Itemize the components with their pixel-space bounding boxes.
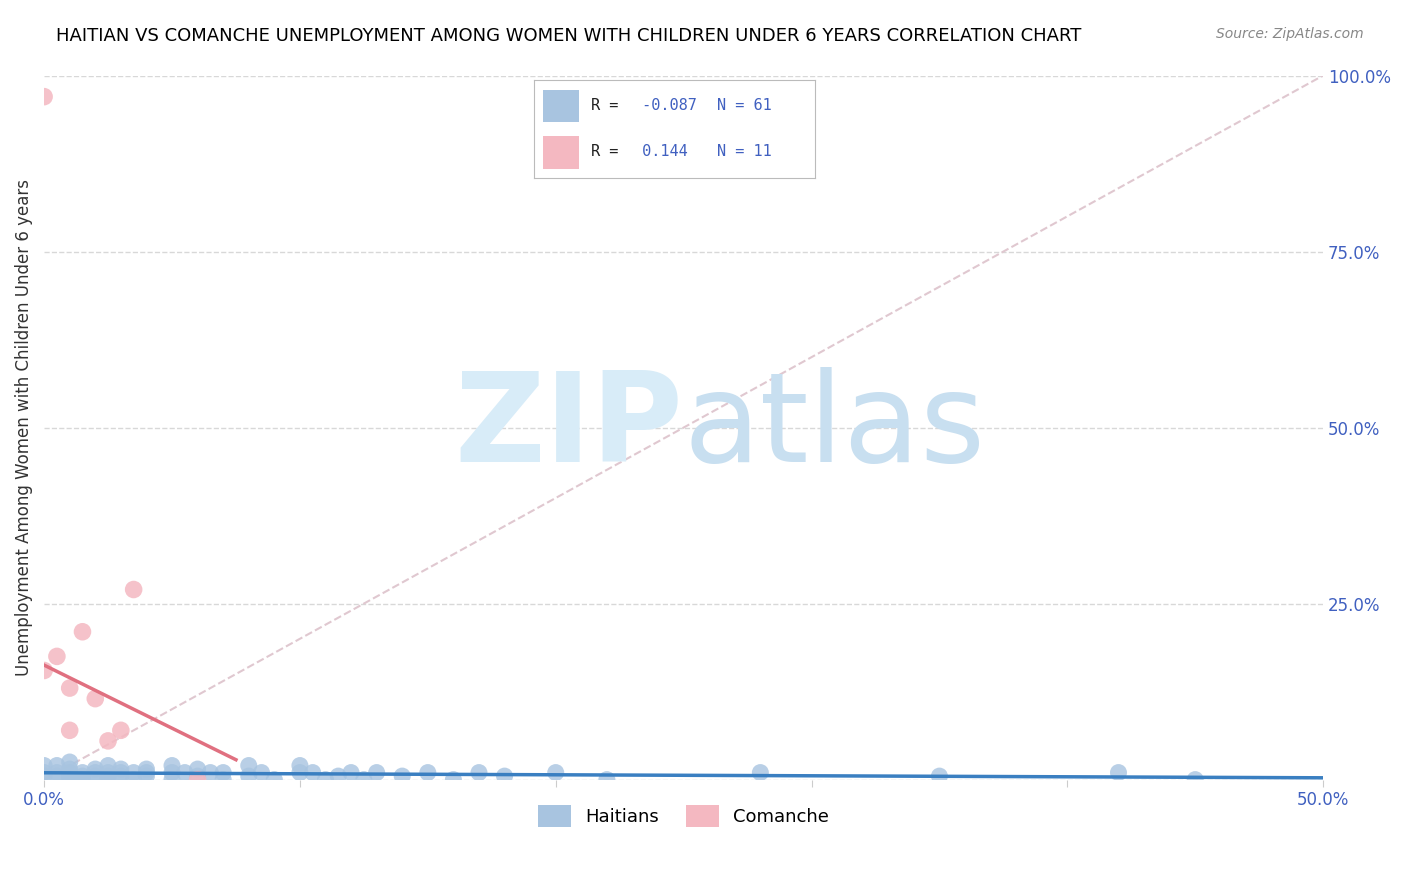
Point (187, 769, 209, 783)
Point (32, 765, 55, 780)
Point (59, 681, 82, 695)
Point (238, 758, 260, 772)
Point (928, 769, 950, 783)
Text: N = 11: N = 11 (717, 145, 772, 160)
Text: 0.144: 0.144 (633, 145, 688, 160)
Point (1184, 772, 1206, 787)
Point (391, 769, 413, 783)
Text: atlas: atlas (683, 368, 986, 488)
Y-axis label: Unemployment Among Women with Children Under 6 years: Unemployment Among Women with Children U… (15, 179, 32, 676)
Point (135, 765, 157, 780)
FancyBboxPatch shape (543, 136, 579, 169)
Point (288, 765, 311, 780)
Point (110, 765, 132, 780)
Text: ZIP: ZIP (456, 368, 683, 488)
Legend: Haitians, Comanche: Haitians, Comanche (531, 797, 837, 834)
Point (84, 765, 107, 780)
Point (59, 765, 82, 780)
Point (32, 769, 55, 783)
Text: R =: R = (591, 145, 636, 160)
FancyBboxPatch shape (543, 90, 579, 122)
Point (72, 769, 94, 783)
Point (32, 664, 55, 678)
Text: Source: ZipAtlas.com: Source: ZipAtlas.com (1216, 27, 1364, 41)
Point (59, 772, 82, 787)
Point (135, 762, 157, 776)
Point (97, 758, 120, 772)
Point (328, 769, 350, 783)
Point (315, 772, 337, 787)
Point (97, 765, 120, 780)
Point (45, 649, 67, 664)
Point (122, 582, 145, 597)
Point (97, 772, 120, 787)
Point (110, 762, 132, 776)
Point (135, 769, 157, 783)
Point (72, 772, 94, 787)
Point (212, 772, 235, 787)
Point (45, 769, 67, 783)
Point (250, 765, 273, 780)
Point (72, 765, 94, 780)
Point (301, 765, 323, 780)
Point (468, 765, 491, 780)
Point (45, 758, 67, 772)
Point (187, 772, 209, 787)
Point (160, 772, 183, 787)
Point (84, 691, 107, 706)
Point (238, 769, 260, 783)
Point (122, 772, 145, 787)
Point (84, 762, 107, 776)
Point (596, 772, 619, 787)
Point (749, 765, 772, 780)
Text: R =: R = (591, 98, 627, 113)
Point (187, 762, 209, 776)
Point (97, 769, 120, 783)
Text: -0.087: -0.087 (633, 98, 696, 113)
Point (160, 765, 183, 780)
Point (340, 765, 363, 780)
Point (1108, 765, 1130, 780)
Point (173, 765, 195, 780)
Point (72, 624, 94, 639)
Text: N = 61: N = 61 (717, 98, 772, 113)
Point (110, 723, 132, 738)
Point (59, 769, 82, 783)
Point (84, 769, 107, 783)
Point (110, 769, 132, 783)
Point (200, 765, 222, 780)
Point (97, 734, 120, 748)
Point (494, 769, 516, 783)
Point (544, 765, 567, 780)
Point (416, 765, 439, 780)
Point (288, 758, 311, 772)
Text: HAITIAN VS COMANCHE UNEMPLOYMENT AMONG WOMEN WITH CHILDREN UNDER 6 YEARS CORRELA: HAITIAN VS COMANCHE UNEMPLOYMENT AMONG W… (56, 27, 1081, 45)
Point (353, 772, 375, 787)
Point (32, 758, 55, 772)
Point (441, 772, 464, 787)
Point (59, 755, 82, 769)
Point (32, 89, 55, 103)
Point (45, 765, 67, 780)
Point (122, 765, 145, 780)
Point (160, 758, 183, 772)
Point (212, 765, 235, 780)
Point (366, 765, 388, 780)
Point (59, 723, 82, 738)
Point (59, 762, 82, 776)
Point (263, 772, 285, 787)
